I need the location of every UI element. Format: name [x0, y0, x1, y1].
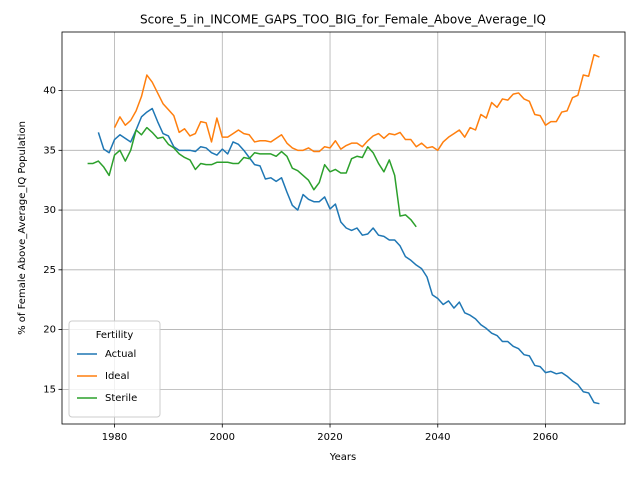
chart-title: Score_5_in_INCOME_GAPS_TOO_BIG_for_Femal…	[140, 13, 546, 27]
legend-label: Actual	[105, 349, 136, 360]
x-axis-label: Years	[329, 452, 356, 463]
y-tick-label: 30	[43, 205, 56, 216]
legend-box	[68, 320, 161, 418]
legend: Fertility Actual Ideal Sterile	[68, 320, 161, 418]
y-tick-label: 40	[43, 86, 56, 97]
x-tick-label: 1980	[102, 432, 127, 443]
x-tick-label: 2060	[533, 432, 558, 443]
legend-title: Fertility	[96, 330, 134, 341]
y-tick-label: 25	[43, 265, 56, 276]
y-axis-label: % of Female Above_Average_IQ Population	[17, 121, 28, 335]
x-tick-label: 2020	[317, 432, 342, 443]
plot-frame	[61, 31, 626, 425]
line-series	[113, 53, 600, 153]
y-tick-label: 15	[43, 384, 56, 395]
x-tick-label: 2040	[425, 432, 450, 443]
legend-label: Sterile	[105, 393, 137, 404]
line-series	[97, 107, 600, 405]
line-series	[87, 126, 417, 228]
x-tick-label: 2000	[210, 432, 235, 443]
y-tick-label: 20	[43, 325, 56, 336]
legend-label: Ideal	[105, 371, 129, 382]
y-tick-label: 35	[43, 145, 56, 156]
